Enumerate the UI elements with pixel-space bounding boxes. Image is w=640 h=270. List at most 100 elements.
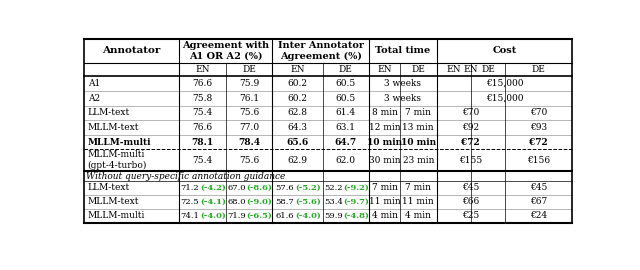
Text: 3 weeks: 3 weeks xyxy=(384,79,421,88)
Text: 58.7: 58.7 xyxy=(276,198,294,206)
Text: (-5.2): (-5.2) xyxy=(295,184,321,192)
Text: (-9.7): (-9.7) xyxy=(344,198,369,206)
Text: Without query-specific annotation guidance: Without query-specific annotation guidan… xyxy=(86,171,285,181)
Text: €67: €67 xyxy=(530,197,547,206)
Text: 10 min: 10 min xyxy=(367,138,402,147)
Text: €92: €92 xyxy=(462,123,479,132)
Text: 61.6: 61.6 xyxy=(276,212,294,220)
Text: €70: €70 xyxy=(530,108,547,117)
Text: 64.7: 64.7 xyxy=(335,138,357,147)
Text: (-4.0): (-4.0) xyxy=(295,212,321,220)
Text: 7 min: 7 min xyxy=(405,108,431,117)
Text: €72: €72 xyxy=(529,138,548,147)
Text: (-6.5): (-6.5) xyxy=(246,212,273,220)
Text: 4 min: 4 min xyxy=(405,211,431,220)
Text: MLLM-text: MLLM-text xyxy=(88,123,140,132)
Text: 62.0: 62.0 xyxy=(336,156,356,165)
Text: €66: €66 xyxy=(462,197,479,206)
Text: Annotator: Annotator xyxy=(102,46,161,55)
Text: MLLM-multi: MLLM-multi xyxy=(88,211,145,220)
Text: €15,000: €15,000 xyxy=(486,94,523,103)
Text: 75.9: 75.9 xyxy=(239,79,259,88)
Text: 76.6: 76.6 xyxy=(193,123,212,132)
Text: EN: EN xyxy=(463,65,478,74)
Text: MLLM-multi
(gpt-4-turbo): MLLM-multi (gpt-4-turbo) xyxy=(88,150,147,170)
Text: 3 weeks: 3 weeks xyxy=(384,94,421,103)
Text: 74.1: 74.1 xyxy=(180,212,199,220)
Text: 12 min: 12 min xyxy=(369,123,401,132)
Text: (-4.2): (-4.2) xyxy=(200,184,226,192)
Text: (-4.0): (-4.0) xyxy=(200,212,226,220)
Text: DE: DE xyxy=(481,65,495,74)
Text: 76.6: 76.6 xyxy=(193,79,212,88)
Text: (-9.0): (-9.0) xyxy=(246,198,273,206)
Text: 75.8: 75.8 xyxy=(193,94,212,103)
Text: 61.4: 61.4 xyxy=(336,108,356,117)
Text: 75.4: 75.4 xyxy=(193,156,212,165)
Text: €93: €93 xyxy=(530,123,547,132)
Text: 75.6: 75.6 xyxy=(239,156,259,165)
Text: 64.3: 64.3 xyxy=(287,123,307,132)
Text: €155: €155 xyxy=(459,156,482,165)
Text: (-4.1): (-4.1) xyxy=(200,198,226,206)
Text: LLM-text: LLM-text xyxy=(88,108,130,117)
Text: 78.4: 78.4 xyxy=(238,138,260,147)
Text: 78.1: 78.1 xyxy=(191,138,214,147)
Text: A2: A2 xyxy=(88,94,100,103)
Text: 71.9: 71.9 xyxy=(227,212,246,220)
Text: 10 min: 10 min xyxy=(401,138,436,147)
Text: DE: DE xyxy=(412,65,425,74)
Text: (-9.2): (-9.2) xyxy=(344,184,369,192)
Text: 76.1: 76.1 xyxy=(239,94,259,103)
Text: DE: DE xyxy=(242,65,256,74)
Text: 11 min: 11 min xyxy=(403,197,434,206)
Text: €70: €70 xyxy=(462,108,479,117)
Text: Cost: Cost xyxy=(492,46,516,55)
Text: 71.2: 71.2 xyxy=(180,184,199,192)
Text: 65.6: 65.6 xyxy=(286,138,308,147)
Text: EN: EN xyxy=(195,65,210,74)
Text: €25: €25 xyxy=(462,211,479,220)
Text: 59.9: 59.9 xyxy=(324,212,343,220)
Text: 60.2: 60.2 xyxy=(287,94,307,103)
Text: Total time: Total time xyxy=(375,46,431,55)
Text: €45: €45 xyxy=(462,183,479,193)
Text: 72.5: 72.5 xyxy=(180,198,199,206)
Text: 62.9: 62.9 xyxy=(287,156,307,165)
Text: (-4.8): (-4.8) xyxy=(344,212,369,220)
Text: 60.2: 60.2 xyxy=(287,79,307,88)
Text: 13 min: 13 min xyxy=(403,123,434,132)
Text: 60.5: 60.5 xyxy=(336,79,356,88)
Text: 57.6: 57.6 xyxy=(276,184,294,192)
Text: €45: €45 xyxy=(530,183,547,193)
Text: 30 min: 30 min xyxy=(369,156,401,165)
Text: EN: EN xyxy=(378,65,392,74)
Text: €156: €156 xyxy=(527,156,550,165)
Text: 67.0: 67.0 xyxy=(227,184,246,192)
Text: 7 min: 7 min xyxy=(405,183,431,193)
Text: 23 min: 23 min xyxy=(403,156,434,165)
Text: 52.2: 52.2 xyxy=(324,184,343,192)
Text: EN: EN xyxy=(290,65,305,74)
Text: €15,000: €15,000 xyxy=(486,79,523,88)
Text: 75.6: 75.6 xyxy=(239,108,259,117)
Text: 11 min: 11 min xyxy=(369,197,401,206)
Text: 75.4: 75.4 xyxy=(193,108,212,117)
Text: 53.4: 53.4 xyxy=(324,198,343,206)
Text: 4 min: 4 min xyxy=(372,211,397,220)
Text: 68.0: 68.0 xyxy=(227,198,246,206)
Text: 60.5: 60.5 xyxy=(336,94,356,103)
Text: LLM-text: LLM-text xyxy=(88,183,130,193)
Text: EN: EN xyxy=(447,65,461,74)
Text: (-8.6): (-8.6) xyxy=(246,184,273,192)
Text: 77.0: 77.0 xyxy=(239,123,259,132)
Text: A1: A1 xyxy=(88,79,100,88)
Text: DE: DE xyxy=(339,65,353,74)
Text: (-5.6): (-5.6) xyxy=(295,198,321,206)
Text: Inter Annotator
Agreement (%): Inter Annotator Agreement (%) xyxy=(278,41,364,61)
Text: Agreement with
A1 OR A2 (%): Agreement with A1 OR A2 (%) xyxy=(182,41,269,60)
Text: MLLM-multi: MLLM-multi xyxy=(88,138,151,147)
Text: MLLM-text: MLLM-text xyxy=(88,197,140,206)
Text: 8 min: 8 min xyxy=(372,108,397,117)
Text: DE: DE xyxy=(531,65,545,74)
